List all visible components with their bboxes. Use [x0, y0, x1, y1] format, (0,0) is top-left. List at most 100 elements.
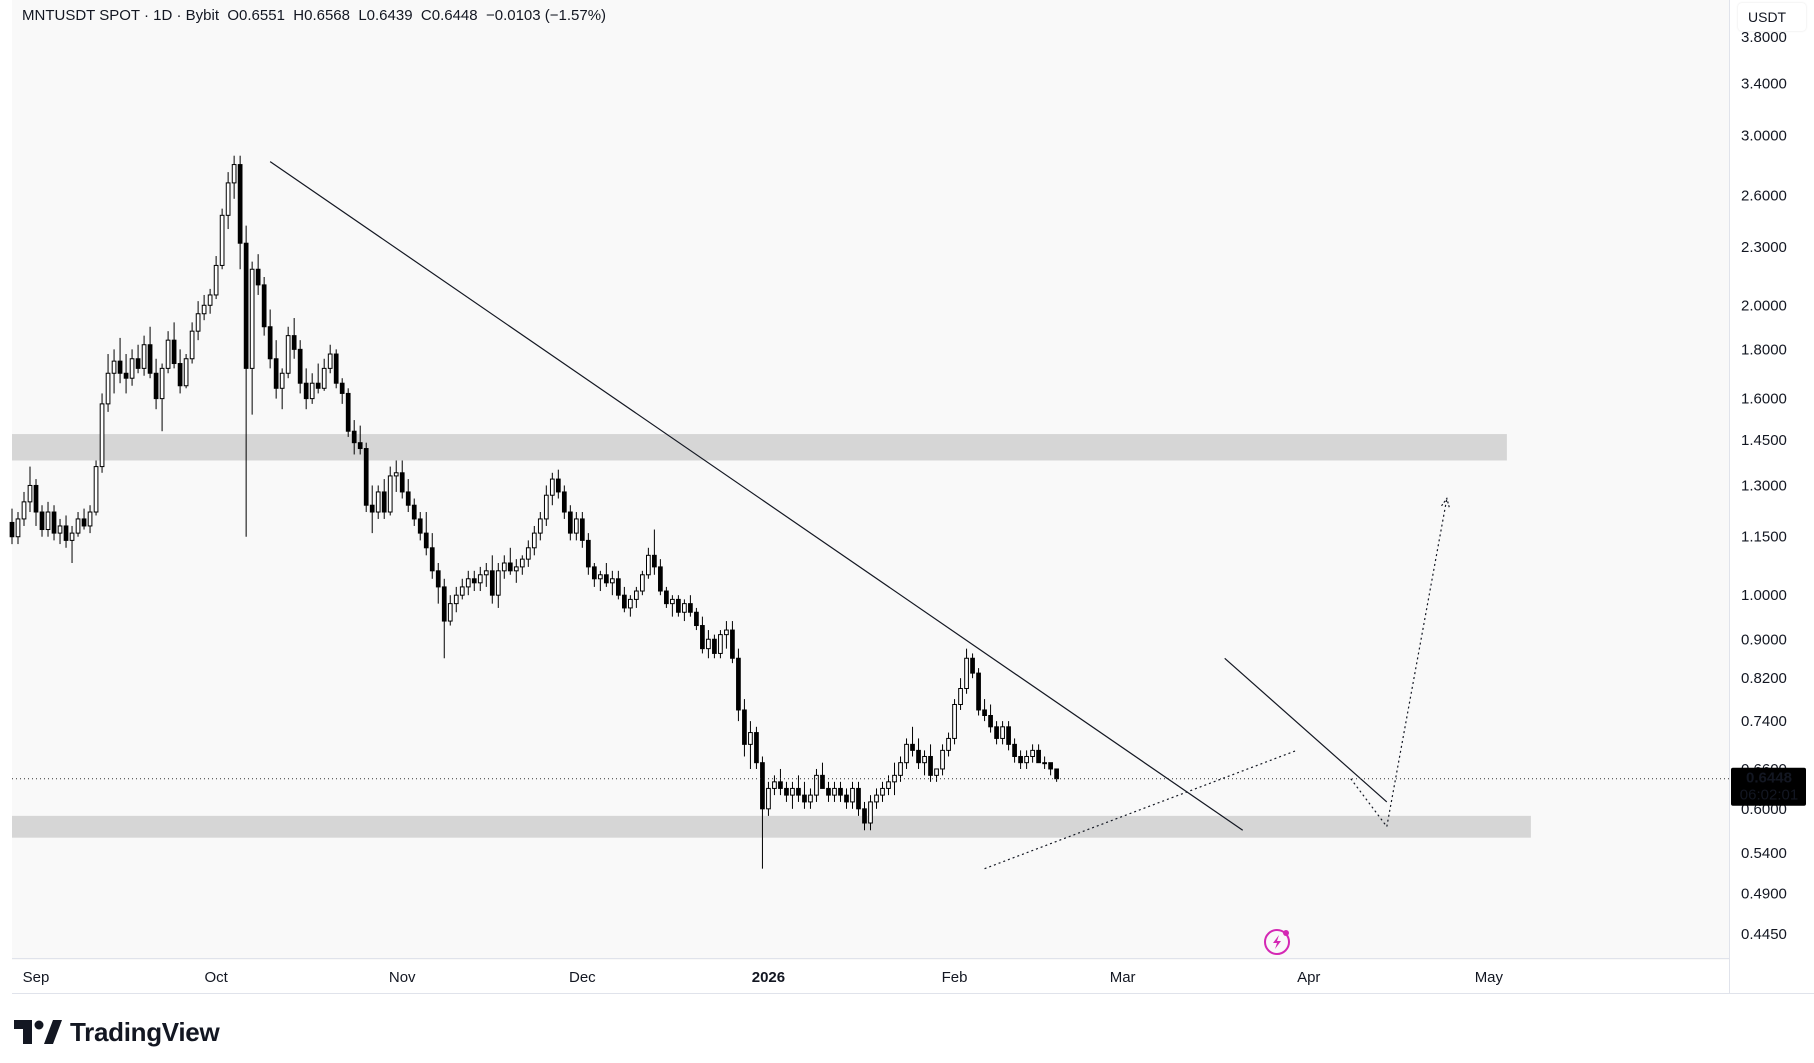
- candle-body: [904, 743, 909, 764]
- legend-separator: ·: [172, 7, 186, 24]
- candle-body: [1030, 749, 1035, 757]
- candle-body: [640, 574, 645, 592]
- candle-body: [267, 326, 273, 360]
- candle-body: [345, 392, 351, 432]
- candle-body: [225, 182, 231, 216]
- candle-body: [87, 511, 93, 527]
- candle-body: [886, 781, 891, 789]
- price-tick-label: 1.3000: [1741, 477, 1787, 494]
- candle-body: [952, 703, 957, 739]
- candle-body: [970, 657, 975, 674]
- price-axis[interactable]: [1730, 0, 1814, 993]
- candle-body: [1048, 762, 1053, 770]
- time-tick-label: Dec: [569, 969, 596, 986]
- candle-body: [297, 348, 303, 384]
- tradingview-logo[interactable]: TradingView: [14, 1015, 220, 1049]
- candle-body: [826, 787, 831, 796]
- candle-body: [423, 532, 429, 549]
- price-zone: [12, 815, 1531, 838]
- legend-low: L0.6439: [358, 7, 413, 24]
- support-resistance-zones: [12, 434, 1531, 838]
- candle-body: [309, 382, 315, 400]
- candle-body: [27, 484, 33, 503]
- tradingview-logo-icon: [14, 1020, 62, 1044]
- price-tick-label: 3.8000: [1741, 29, 1787, 46]
- candle-body: [201, 304, 207, 315]
- candle-body: [321, 367, 327, 389]
- trendline: [984, 749, 1297, 870]
- candle-body: [447, 603, 453, 622]
- candle-body: [165, 339, 171, 369]
- candle-body: [664, 590, 669, 605]
- candle-body: [213, 264, 219, 296]
- brand-name: TradingView: [70, 1016, 220, 1047]
- candle-body: [754, 732, 759, 764]
- candle-body: [652, 554, 657, 568]
- legend-exchange: Bybit: [185, 7, 220, 24]
- candle-body: [177, 363, 183, 387]
- candle-body: [357, 442, 363, 450]
- time-tick-label: Sep: [23, 969, 50, 986]
- price-zone: [12, 434, 1507, 461]
- candle-body: [585, 539, 591, 568]
- time-tick-label: Apr: [1297, 969, 1320, 986]
- candle-body: [603, 574, 609, 584]
- candle-body: [736, 657, 741, 711]
- candle-body: [1006, 726, 1011, 745]
- candle-body: [399, 472, 405, 493]
- candle-body: [940, 749, 945, 770]
- candle-body: [958, 688, 963, 705]
- candle-body: [465, 578, 471, 588]
- candle-body: [832, 787, 837, 796]
- candle-body: [676, 598, 681, 613]
- legend-symbol[interactable]: MNTUSDT SPOT: [22, 7, 140, 24]
- candle-body: [57, 525, 63, 534]
- candle-body: [579, 518, 585, 541]
- price-tick-label: 1.4500: [1741, 432, 1787, 449]
- candle-body: [219, 214, 225, 266]
- candle-body: [844, 794, 849, 803]
- candle-body: [105, 372, 111, 405]
- candle-body: [339, 382, 345, 394]
- candle-body: [195, 313, 201, 332]
- candle-body: [351, 430, 357, 444]
- candle-body: [784, 787, 789, 796]
- candle-body: [694, 611, 699, 627]
- candle-body: [81, 518, 87, 527]
- symbol-legend[interactable]: MNTUSDT SPOT · 1D · Bybit O0.6551 H0.656…: [22, 7, 606, 24]
- candle-body: [796, 787, 801, 796]
- legend-change: −0.0103 (−1.57%): [485, 7, 607, 24]
- candle-body: [808, 794, 813, 803]
- candle-body: [285, 335, 291, 374]
- trendline-drawings[interactable]: [269, 161, 1450, 870]
- candle-body: [303, 382, 309, 400]
- candle-body: [874, 794, 879, 803]
- candle-body: [441, 586, 447, 622]
- candle-body: [718, 634, 723, 654]
- price-tick-label: 2.3000: [1741, 239, 1787, 256]
- time-axis[interactable]: [12, 960, 1729, 993]
- candle-body: [69, 532, 75, 541]
- candle-body: [922, 755, 927, 764]
- candle-body: [231, 164, 237, 184]
- candlestick-series: [9, 155, 1059, 869]
- candle-body: [862, 808, 867, 824]
- candle-body: [820, 774, 825, 789]
- candle-body: [910, 743, 915, 751]
- price-tick-label: 0.8200: [1741, 670, 1787, 687]
- candle-body: [1054, 768, 1059, 780]
- legend-open: O0.6551: [227, 7, 285, 24]
- legend-interval[interactable]: 1D: [153, 7, 173, 24]
- candle-body: [561, 491, 567, 513]
- candle-body: [670, 598, 675, 605]
- candle-body: [501, 562, 507, 572]
- candle-body: [51, 511, 57, 534]
- currency-unit-button[interactable]: USDT: [1738, 3, 1806, 31]
- candle-body: [537, 518, 543, 534]
- candle-body: [483, 570, 489, 576]
- candle-body: [519, 558, 525, 568]
- lightning-alert-icon[interactable]: [1264, 929, 1290, 955]
- candle-body: [555, 478, 561, 493]
- trendline: [1224, 657, 1388, 803]
